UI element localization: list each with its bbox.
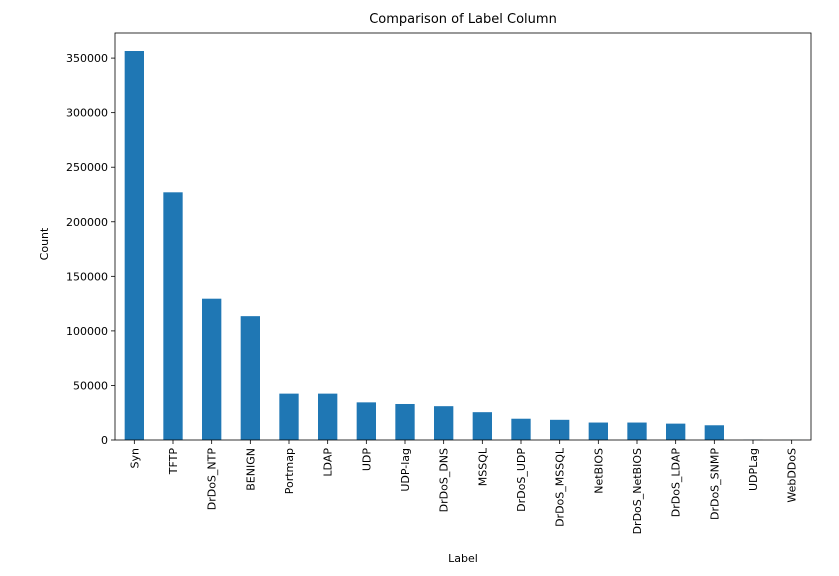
x-tick-label: UDP xyxy=(360,448,373,472)
bar-UDP-lag xyxy=(395,404,414,440)
y-tick-label: 0 xyxy=(101,434,108,447)
bar-Portmap xyxy=(279,394,298,440)
y-tick-label: 300000 xyxy=(66,107,108,120)
x-tick-label: TFTP xyxy=(167,448,180,476)
x-tick-label: DrDoS_NTP xyxy=(206,448,219,511)
chart-title: Comparison of Label Column xyxy=(369,12,557,27)
bar-DrDoS_LDAP xyxy=(666,424,685,440)
bar-LDAP xyxy=(318,394,337,440)
x-tick-label: MSSQL xyxy=(476,447,489,486)
y-tick-label: 350000 xyxy=(66,52,108,65)
x-tick-label: DrDoS_UDP xyxy=(515,448,528,512)
bar-DrDoS_NTP xyxy=(202,299,221,440)
x-tick-label: DrDoS_SNMP xyxy=(708,448,721,520)
bar-MSSQL xyxy=(473,412,492,440)
y-tick-label: 250000 xyxy=(66,161,108,174)
bar-Syn xyxy=(125,51,144,440)
x-axis-ticks: Syn TFTP DrDoS_NTP BENIGN Portmap LDAP UDP UDP-… xyxy=(128,440,798,534)
y-axis-label: Count xyxy=(38,227,51,260)
x-tick-label: DrDoS_NetBIOS xyxy=(631,448,644,534)
x-tick-label: DrDoS_DNS xyxy=(438,448,451,512)
x-tick-label: UDP-lag xyxy=(399,448,412,492)
y-tick-label: 150000 xyxy=(66,270,108,283)
x-tick-label: WebDDoS xyxy=(786,448,799,503)
bar-DrDoS_NetBIOS xyxy=(627,423,646,440)
y-tick-label: 200000 xyxy=(66,216,108,229)
x-tick-label: LDAP xyxy=(322,448,335,477)
x-tick-label: Syn xyxy=(128,448,141,468)
x-axis-label: Label xyxy=(448,552,478,565)
bar-DrDoS_SNMP xyxy=(705,425,724,440)
bar-TFTP xyxy=(163,192,182,440)
x-tick-label: DrDoS_MSSQL xyxy=(554,447,567,527)
bars-group xyxy=(125,51,802,440)
bar-BENIGN xyxy=(241,316,260,440)
x-tick-label: DrDoS_LDAP xyxy=(670,448,683,518)
bar-NetBIOS xyxy=(589,423,608,440)
bar-DrDoS_DNS xyxy=(434,406,453,440)
bar-DrDoS_UDP xyxy=(511,419,530,440)
x-tick-label: Portmap xyxy=(283,448,296,494)
bar-DrDoS_MSSQL xyxy=(550,420,569,440)
y-tick-label: 50000 xyxy=(73,379,108,392)
bar-UDP xyxy=(357,402,376,440)
x-tick-label: UDPLag xyxy=(747,448,760,491)
x-tick-label: BENIGN xyxy=(244,448,257,491)
x-tick-label: NetBIOS xyxy=(592,448,605,494)
y-axis-ticks: 0 50000 100000 150000 200000 250000 300000 3500… xyxy=(66,52,115,447)
y-tick-label: 100000 xyxy=(66,325,108,338)
